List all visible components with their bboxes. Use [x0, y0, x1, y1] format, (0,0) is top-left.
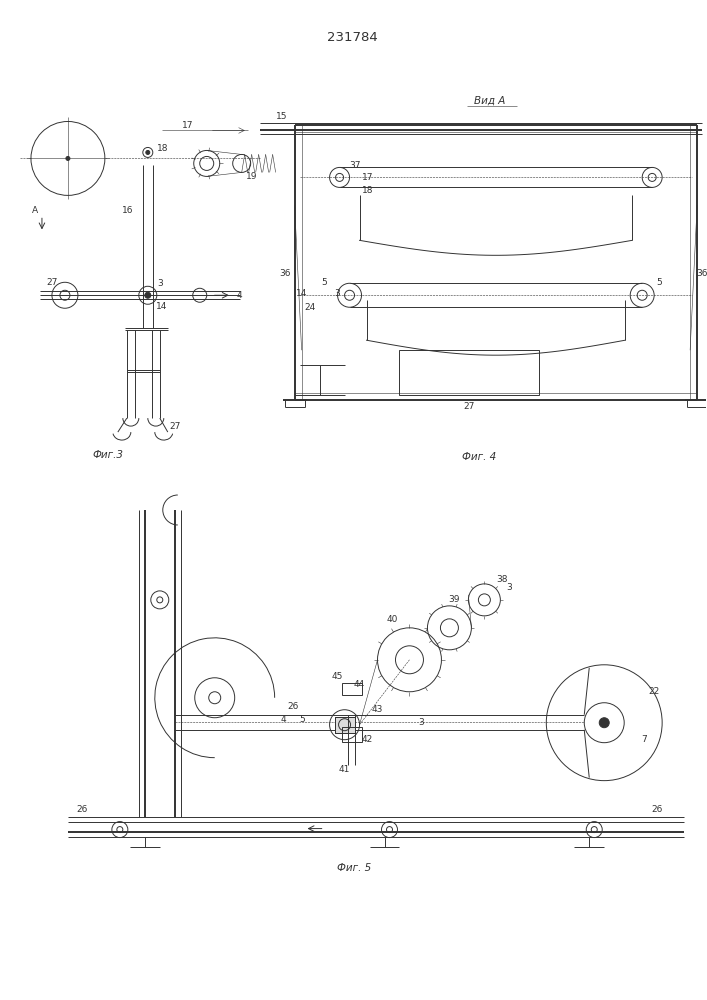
Text: 16: 16	[122, 206, 134, 215]
Text: 3: 3	[334, 289, 341, 298]
Text: 26: 26	[287, 702, 298, 711]
Text: 18: 18	[157, 144, 168, 153]
Text: 26: 26	[76, 805, 88, 814]
Text: А: А	[32, 206, 38, 215]
Text: 18: 18	[362, 186, 373, 195]
Text: 17: 17	[182, 121, 194, 130]
Bar	[341, 727, 361, 742]
Text: 14: 14	[296, 289, 308, 298]
Text: 3: 3	[419, 718, 424, 727]
Text: Фиг. 4: Фиг. 4	[462, 452, 496, 462]
Text: 39: 39	[449, 595, 460, 604]
Text: 4: 4	[281, 715, 286, 724]
Bar	[334, 717, 354, 733]
Text: 14: 14	[156, 302, 168, 311]
Text: 44: 44	[354, 680, 365, 689]
Text: Фиг.3: Фиг.3	[93, 450, 123, 460]
Text: 36: 36	[696, 269, 707, 278]
Text: 231784: 231784	[327, 31, 378, 44]
Text: 26: 26	[651, 805, 663, 814]
Circle shape	[600, 718, 609, 728]
Text: 5: 5	[300, 715, 305, 724]
Text: 22: 22	[648, 687, 660, 696]
Text: 19: 19	[246, 172, 257, 181]
Text: 5: 5	[656, 278, 662, 287]
Circle shape	[146, 150, 150, 154]
Text: 43: 43	[372, 705, 383, 714]
Text: 15: 15	[276, 112, 287, 121]
Text: 41: 41	[339, 765, 350, 774]
Text: 3: 3	[506, 583, 513, 592]
Text: 42: 42	[362, 735, 373, 744]
Text: 5: 5	[322, 278, 327, 287]
Text: 37: 37	[349, 161, 361, 170]
Text: 27: 27	[464, 402, 475, 411]
Text: 24: 24	[304, 303, 315, 312]
Text: 38: 38	[496, 575, 508, 584]
Text: Вид А: Вид А	[474, 96, 505, 106]
Bar	[341, 683, 361, 695]
Text: 3: 3	[157, 279, 163, 288]
Text: 27: 27	[46, 278, 58, 287]
Text: 45: 45	[332, 672, 344, 681]
Text: 40: 40	[387, 615, 398, 624]
Bar	[334, 717, 354, 733]
Text: 27: 27	[169, 422, 180, 431]
Text: 4: 4	[237, 291, 243, 300]
Text: 7: 7	[641, 735, 647, 744]
Circle shape	[145, 292, 151, 298]
Text: 36: 36	[279, 269, 291, 278]
Bar	[399, 350, 539, 395]
Circle shape	[66, 156, 70, 160]
Text: 17: 17	[362, 173, 373, 182]
Text: Фиг. 5: Фиг. 5	[337, 863, 372, 873]
